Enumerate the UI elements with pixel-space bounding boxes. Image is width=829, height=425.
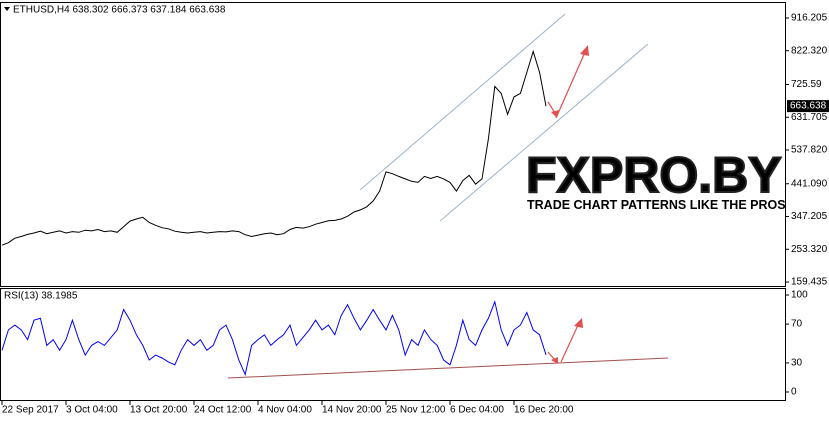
y-tick-label: 631.705 xyxy=(791,112,828,123)
rsi-arrow-up xyxy=(560,322,580,363)
rsi-panel xyxy=(0,288,786,401)
arrow-down xyxy=(547,101,556,114)
y-tick-label: 537.820 xyxy=(791,145,828,156)
x-tick-label: 22 Sep 2017 xyxy=(2,405,59,416)
last-price-label: 663.638 xyxy=(790,101,827,112)
arrow-head xyxy=(580,45,589,56)
rsi-header: RSI(13) 38.1985 xyxy=(4,291,78,302)
x-tick-label: 16 Dec 20:00 xyxy=(514,405,574,416)
watermark-subtitle: TRADE CHART PATTERNS LIKE THE PROS xyxy=(527,198,786,212)
price-header: ETHUSD,H4 638.302 666.373 637.184 663.63… xyxy=(13,5,226,16)
y-tick-label: 725.59 xyxy=(791,79,822,90)
x-tick-label: 4 Nov 04:00 xyxy=(258,405,312,416)
y-tick-label: 159.435 xyxy=(791,277,828,288)
y-tick-label: 253.320 xyxy=(791,244,828,255)
price-line xyxy=(1,49,547,246)
y-tick-label: 0 xyxy=(791,387,797,398)
arrow-up xyxy=(555,49,587,119)
arrow-head xyxy=(551,110,559,118)
arrow-head xyxy=(551,357,558,364)
x-tick-label: 6 Dec 04:00 xyxy=(450,405,504,416)
y-tick-label: 70 xyxy=(791,319,803,330)
watermark-title: FXPRO.BY xyxy=(526,147,782,203)
arrow-head xyxy=(574,318,583,328)
x-tick-label: 13 Oct 20:00 xyxy=(130,405,188,416)
y-tick-label: 441.090 xyxy=(791,178,828,189)
y-tick-label: 100 xyxy=(791,290,808,301)
x-tick-label: 25 Nov 12:00 xyxy=(386,405,446,416)
y-tick-label: 822.320 xyxy=(791,45,828,56)
y-tick-label: 30 xyxy=(791,358,803,369)
channel-lower xyxy=(439,43,649,222)
price-panel xyxy=(0,2,786,287)
channel-upper xyxy=(359,13,566,191)
y-tick-label: 347.205 xyxy=(791,211,828,222)
rsi-trendline xyxy=(227,357,669,379)
y-tick-label: 916.205 xyxy=(791,13,828,24)
menu-triangle xyxy=(4,7,10,11)
x-tick-label: 24 Oct 12:00 xyxy=(194,405,252,416)
rsi-arrow-down xyxy=(547,351,556,361)
price-line xyxy=(1,300,547,377)
last-price-box xyxy=(787,100,829,113)
x-tick-label: 3 Oct 04:00 xyxy=(66,405,118,416)
x-tick-label: 14 Nov 20:00 xyxy=(322,405,382,416)
